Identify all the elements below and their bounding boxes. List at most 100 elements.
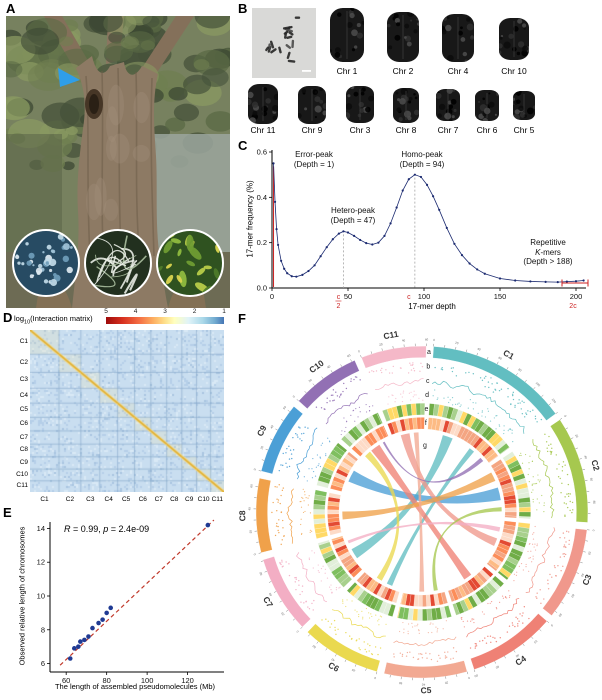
- circos-scatter-dot: [437, 627, 439, 630]
- circos-scale-tick: [548, 403, 551, 406]
- a-foliage: [168, 87, 188, 101]
- c-kmer-point: [331, 238, 334, 241]
- circos-scatter-dot: [520, 408, 522, 410]
- circos-scatter-dot: [278, 519, 280, 521]
- b-speckle: [312, 89, 318, 95]
- circos-scatter-dot: [358, 613, 360, 616]
- circos-scatter-dot: [532, 409, 534, 411]
- circos-scatter-dot: [402, 390, 405, 392]
- circos-scatter-dot: [443, 397, 445, 399]
- circos-scatter-dot: [481, 639, 484, 642]
- circos-scatter-dot: [548, 435, 550, 438]
- circos-scatter-dot: [549, 573, 551, 576]
- a-colony-dot: [26, 260, 32, 266]
- b-speckle: [263, 87, 268, 92]
- circos-scatter-dot: [411, 622, 413, 624]
- c-kmer-point: [352, 234, 356, 237]
- a-bark-streak: [85, 75, 91, 257]
- b-speckle: [499, 43, 503, 49]
- circos-scatter-dot: [532, 555, 534, 557]
- circos-scatter-dot: [487, 408, 489, 410]
- circos-scatter-dot: [561, 466, 564, 468]
- circos-scatter-dot: [333, 399, 335, 401]
- circos-track-e-C9: [316, 442, 348, 489]
- circos-scatter-dot: [523, 401, 525, 404]
- circos-scatter-dot: [540, 418, 543, 421]
- c-x-tick-label: 50: [344, 292, 352, 301]
- circos-scatter-dot: [506, 597, 508, 599]
- b-chromatid-seam: [457, 17, 459, 59]
- circos-scatter-dot: [296, 434, 298, 436]
- circos-label-C9: C9: [255, 423, 269, 437]
- circos-scatter-dot: [402, 392, 404, 394]
- e-y-tick-label: 10: [37, 592, 45, 601]
- circos-link-C8-C2: [342, 472, 496, 520]
- circos-scale-tick: [268, 581, 272, 583]
- b-speckle: [466, 17, 471, 22]
- colorbar-tick: 2: [192, 308, 197, 315]
- circos-track-d-C8: [299, 488, 313, 535]
- circos-scatter-dot: [468, 371, 470, 374]
- circos-scatter-dot: [282, 527, 284, 529]
- circos-scatter-dot: [534, 549, 537, 551]
- circos-scatter-dot: [407, 633, 409, 635]
- circos-link-C10-C1: [382, 441, 484, 483]
- a-colony-dot: [42, 251, 45, 254]
- circos-scatter-dot: [355, 640, 358, 642]
- circos-scatter-dot: [317, 464, 319, 467]
- circos-scatter-dot: [285, 452, 287, 454]
- circos-scatter-dot: [315, 466, 317, 468]
- c-kmer-point: [325, 246, 328, 249]
- b-chrom-label: Chr 5: [514, 125, 535, 135]
- a-branch-right: [142, 16, 194, 74]
- panel-b-label: B: [238, 1, 248, 16]
- circos-scale-tick: [296, 399, 299, 402]
- circos-scatter-dot: [329, 626, 331, 628]
- circos-scatter-dot: [307, 497, 309, 499]
- circos-scale-tick: [561, 601, 564, 604]
- circos-scatter-dot: [305, 601, 307, 603]
- circos-scatter-dot: [370, 613, 372, 615]
- b-speckle: [314, 96, 321, 103]
- circos-label-C1: C1: [502, 348, 517, 362]
- circos-track-f-C10: [351, 425, 389, 457]
- circos-heat-segment: [518, 502, 531, 508]
- circos-scatter-dot: [528, 481, 530, 483]
- circos-scatter-dot: [543, 511, 545, 513]
- circos-scatter-dot: [278, 469, 280, 472]
- circos-scale-tick: [583, 551, 586, 553]
- a-bark-patch: [103, 198, 119, 221]
- circos-scatter-dot: [567, 483, 570, 486]
- a-root-fiber: [104, 258, 127, 267]
- c-kmer-point: [295, 275, 298, 278]
- circos-scatter-dot: [445, 620, 447, 622]
- circos-scatter-dot: [413, 394, 415, 396]
- kmer-ylabel: 17-mer frequency (%): [245, 180, 255, 258]
- circos-scatter-dot: [427, 632, 429, 634]
- circos-scatter-dot: [511, 393, 514, 395]
- circos-scatter-dot: [311, 602, 313, 605]
- b-speckle: [298, 113, 302, 119]
- circos-scatter-dot: [380, 616, 383, 618]
- circos-scatter-dot: [458, 402, 460, 404]
- circos-scatter-dot: [536, 543, 538, 545]
- circos-scatter-dot: [547, 579, 549, 581]
- circos-scatter-dot: [440, 368, 443, 370]
- circos-scatter-dot: [281, 489, 284, 492]
- b-speckle: [522, 45, 529, 52]
- b-speckle: [500, 34, 504, 38]
- circos-scale-tick: [566, 592, 570, 595]
- b-speckle: [437, 113, 442, 118]
- circos-heat-segment: [488, 455, 499, 463]
- b-chrom-label: Chr 2: [393, 66, 414, 76]
- b-chromosome-chr1: [330, 8, 364, 62]
- b-speckle: [349, 12, 355, 19]
- circos-scatter-dot: [303, 432, 305, 435]
- circos-scale-number: 60: [311, 644, 316, 649]
- circos-scatter-dot: [543, 502, 545, 504]
- circos-scatter-dot: [321, 442, 324, 444]
- circos-scatter-dot: [345, 631, 347, 634]
- hetero-peak-line1: Hetero-peak: [330, 206, 376, 215]
- circos-scale-tick: [467, 671, 469, 675]
- circos-heat-segment: [420, 417, 425, 430]
